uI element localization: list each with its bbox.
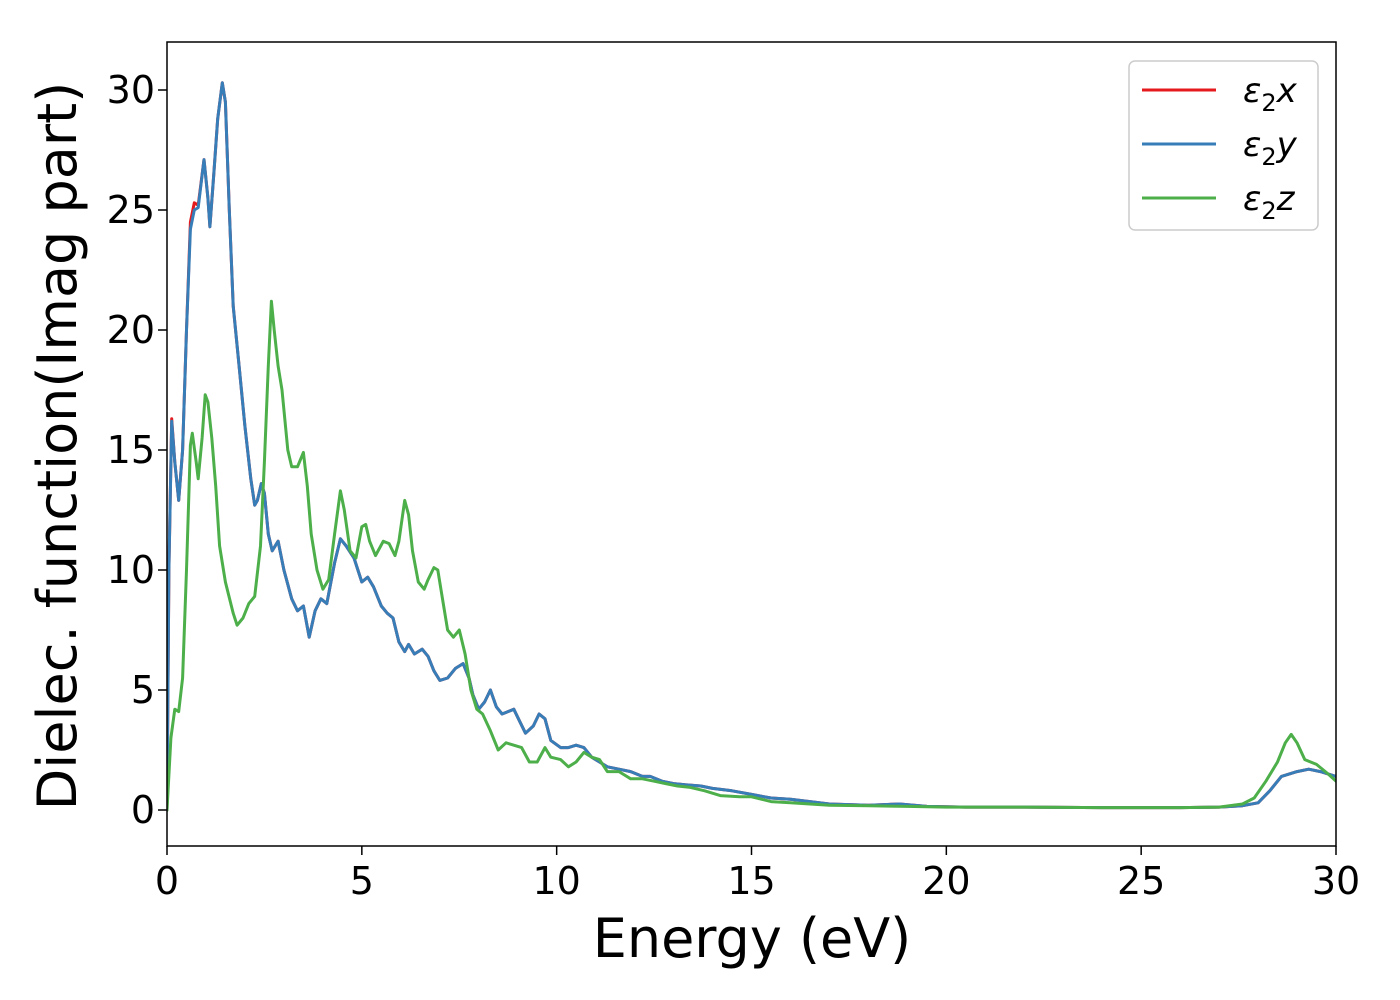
y-tick-label: 25 [107, 188, 155, 232]
series-line-y [167, 81, 1336, 812]
y-axis-title: Dielec. function(Imag part) [26, 82, 89, 811]
series-line-z [167, 299, 1336, 812]
x-tick-label: 30 [1312, 859, 1360, 903]
y-tick-label: 5 [131, 668, 155, 712]
y-tick-label: 30 [107, 68, 155, 112]
y-axis-ticks: 0 5 10 15 20 25 30 [107, 68, 167, 832]
legend: ε2x ε2y ε2z [1128, 60, 1319, 231]
legend-box [1128, 60, 1319, 231]
x-tick-label: 10 [532, 859, 580, 903]
x-tick-label: 0 [155, 859, 179, 903]
x-axis-ticks: 0 5 10 15 20 25 30 [155, 846, 1360, 903]
y-tick-label: 10 [107, 548, 155, 592]
x-tick-label: 5 [350, 859, 374, 903]
legend-label-x: ε2x [1243, 71, 1298, 117]
y-tick-label: 15 [107, 428, 155, 472]
x-tick-label: 20 [922, 859, 970, 903]
legend-label-z: ε2z [1243, 179, 1296, 225]
y-tick-label: 0 [131, 788, 155, 832]
y-tick-label: 20 [107, 308, 155, 352]
x-axis-title: Energy (eV) [593, 907, 912, 970]
legend-label-y: ε2y [1243, 125, 1298, 171]
x-tick-label: 15 [727, 859, 775, 903]
x-tick-label: 25 [1117, 859, 1165, 903]
